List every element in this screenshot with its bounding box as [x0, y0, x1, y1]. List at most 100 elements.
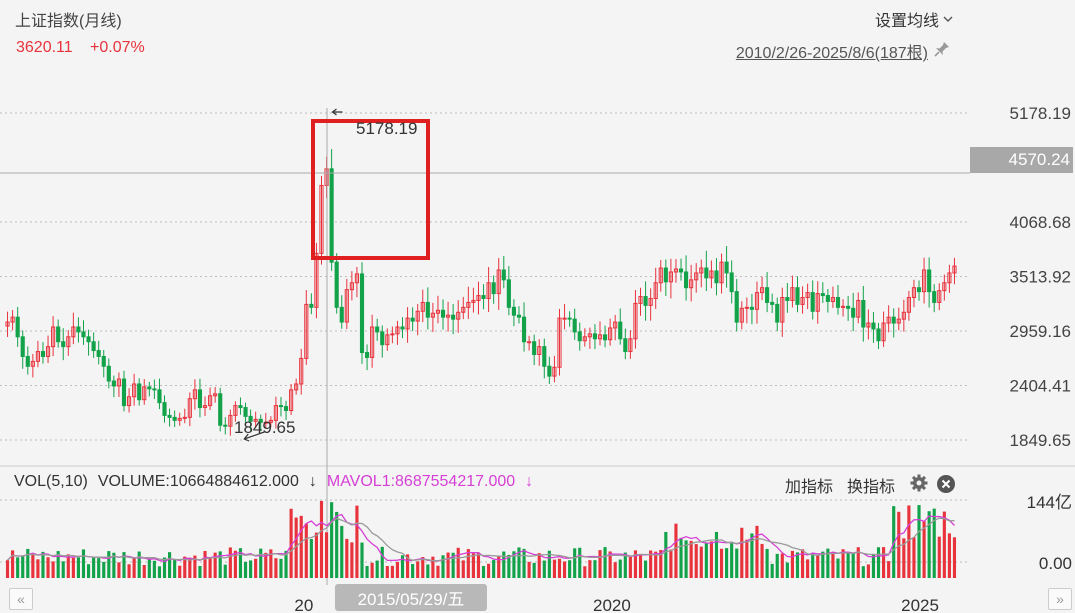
volume-bar — [568, 560, 572, 578]
candle-up — [299, 357, 304, 385]
volume-bar — [679, 537, 683, 578]
candle-down — [663, 267, 668, 283]
volume-bar — [157, 566, 162, 578]
volume-bar — [466, 549, 470, 578]
candle-down — [835, 297, 841, 308]
candle-up — [126, 396, 132, 407]
candle-up — [840, 305, 846, 308]
volume-bar — [86, 564, 91, 578]
volume-bar — [142, 564, 146, 578]
volume-bar — [714, 531, 719, 578]
candle-up — [694, 272, 699, 281]
candle-up — [390, 333, 395, 336]
volume-bar — [476, 552, 481, 578]
candle-up — [709, 270, 714, 279]
switch-indicator-button[interactable]: 换指标 — [847, 479, 896, 496]
volume-bar — [41, 551, 45, 578]
volume-bar — [942, 511, 946, 578]
add-indicator-button[interactable]: 加指标 — [785, 479, 834, 496]
candle-down — [147, 386, 152, 390]
volume-bar — [127, 564, 131, 578]
close-icon[interactable] — [936, 474, 956, 494]
candle-down — [258, 418, 263, 423]
candle-up — [557, 317, 562, 368]
volume-bar — [887, 561, 891, 578]
candle-up — [182, 416, 187, 419]
date-range[interactable]: 2010/2/26-2025/8/6(187根) — [735, 45, 928, 62]
volume-bar — [735, 548, 739, 578]
candle-up — [562, 317, 567, 320]
volume-bar — [324, 532, 329, 578]
candles — [5, 149, 957, 436]
candle-down — [602, 334, 608, 341]
ma-settings-label: 设置均线 — [874, 13, 939, 30]
candle-up — [10, 316, 15, 323]
candle-down — [785, 297, 790, 301]
candle-up — [527, 341, 532, 344]
volume-bar — [441, 555, 445, 578]
candle-up — [344, 289, 349, 323]
current-price: 3620.11 — [16, 39, 73, 56]
volume-bar — [426, 564, 430, 578]
double-left-icon[interactable]: « — [9, 588, 33, 610]
candle-up — [213, 393, 218, 397]
candle-down — [765, 287, 770, 303]
candle-up — [582, 336, 587, 342]
volume-bar — [71, 557, 75, 578]
candle-down — [577, 331, 582, 342]
candle-up — [780, 297, 785, 323]
candle-up — [744, 306, 749, 309]
candle-down — [618, 321, 623, 340]
volume-bar — [107, 551, 111, 578]
candle-up — [613, 321, 618, 329]
double-right-icon[interactable]: » — [1048, 588, 1072, 610]
candle-down — [15, 316, 20, 338]
extreme-annotations: 5178.19 1849.65 — [234, 108, 417, 442]
candle-down — [334, 261, 339, 308]
candle-down — [223, 424, 228, 427]
candle-up — [461, 306, 466, 313]
volume-bar — [851, 552, 855, 578]
candle-down — [248, 415, 253, 422]
x-tick-label: 20 — [294, 596, 313, 613]
volume-bar — [876, 547, 881, 578]
volume-bar — [897, 511, 901, 578]
pin-icon[interactable] — [933, 40, 951, 58]
max-annotation: 5178.19 — [356, 119, 417, 138]
volume-bar — [562, 561, 567, 578]
x-tick-label: 2020 — [593, 596, 631, 613]
candle-up — [597, 334, 603, 340]
candle-up — [177, 417, 182, 421]
candle-down — [380, 331, 385, 346]
volume-bar — [664, 531, 668, 578]
volume-bar — [223, 564, 227, 578]
gear-icon[interactable] — [910, 474, 928, 492]
candle-up — [759, 287, 765, 294]
candle-down — [86, 336, 91, 343]
candle-up — [71, 326, 76, 338]
volume-bar — [795, 552, 800, 578]
candle-up — [476, 295, 481, 301]
candle-up — [896, 318, 901, 324]
candle-down — [61, 341, 66, 348]
candle-down — [283, 406, 289, 411]
volume-bar — [907, 505, 911, 578]
volume-bar — [274, 558, 278, 578]
volume-bar — [21, 556, 25, 578]
y-tick-label: 5178.19 — [1010, 104, 1071, 123]
volume-bar — [183, 556, 187, 578]
x-axis-labels: 20 2020 2025 — [294, 596, 939, 613]
volume-bar — [593, 560, 597, 578]
candle-down — [364, 352, 370, 358]
ma-settings-button[interactable]: 设置均线 — [875, 7, 953, 31]
volume-bar — [517, 547, 521, 578]
candle-down — [491, 282, 496, 295]
volume-bar — [745, 539, 749, 578]
candle-up — [35, 351, 40, 362]
candle-up — [800, 297, 805, 305]
volume-bar — [644, 560, 648, 578]
candle-down — [734, 291, 739, 323]
volume-bar — [385, 566, 389, 578]
candle-down — [567, 317, 572, 320]
